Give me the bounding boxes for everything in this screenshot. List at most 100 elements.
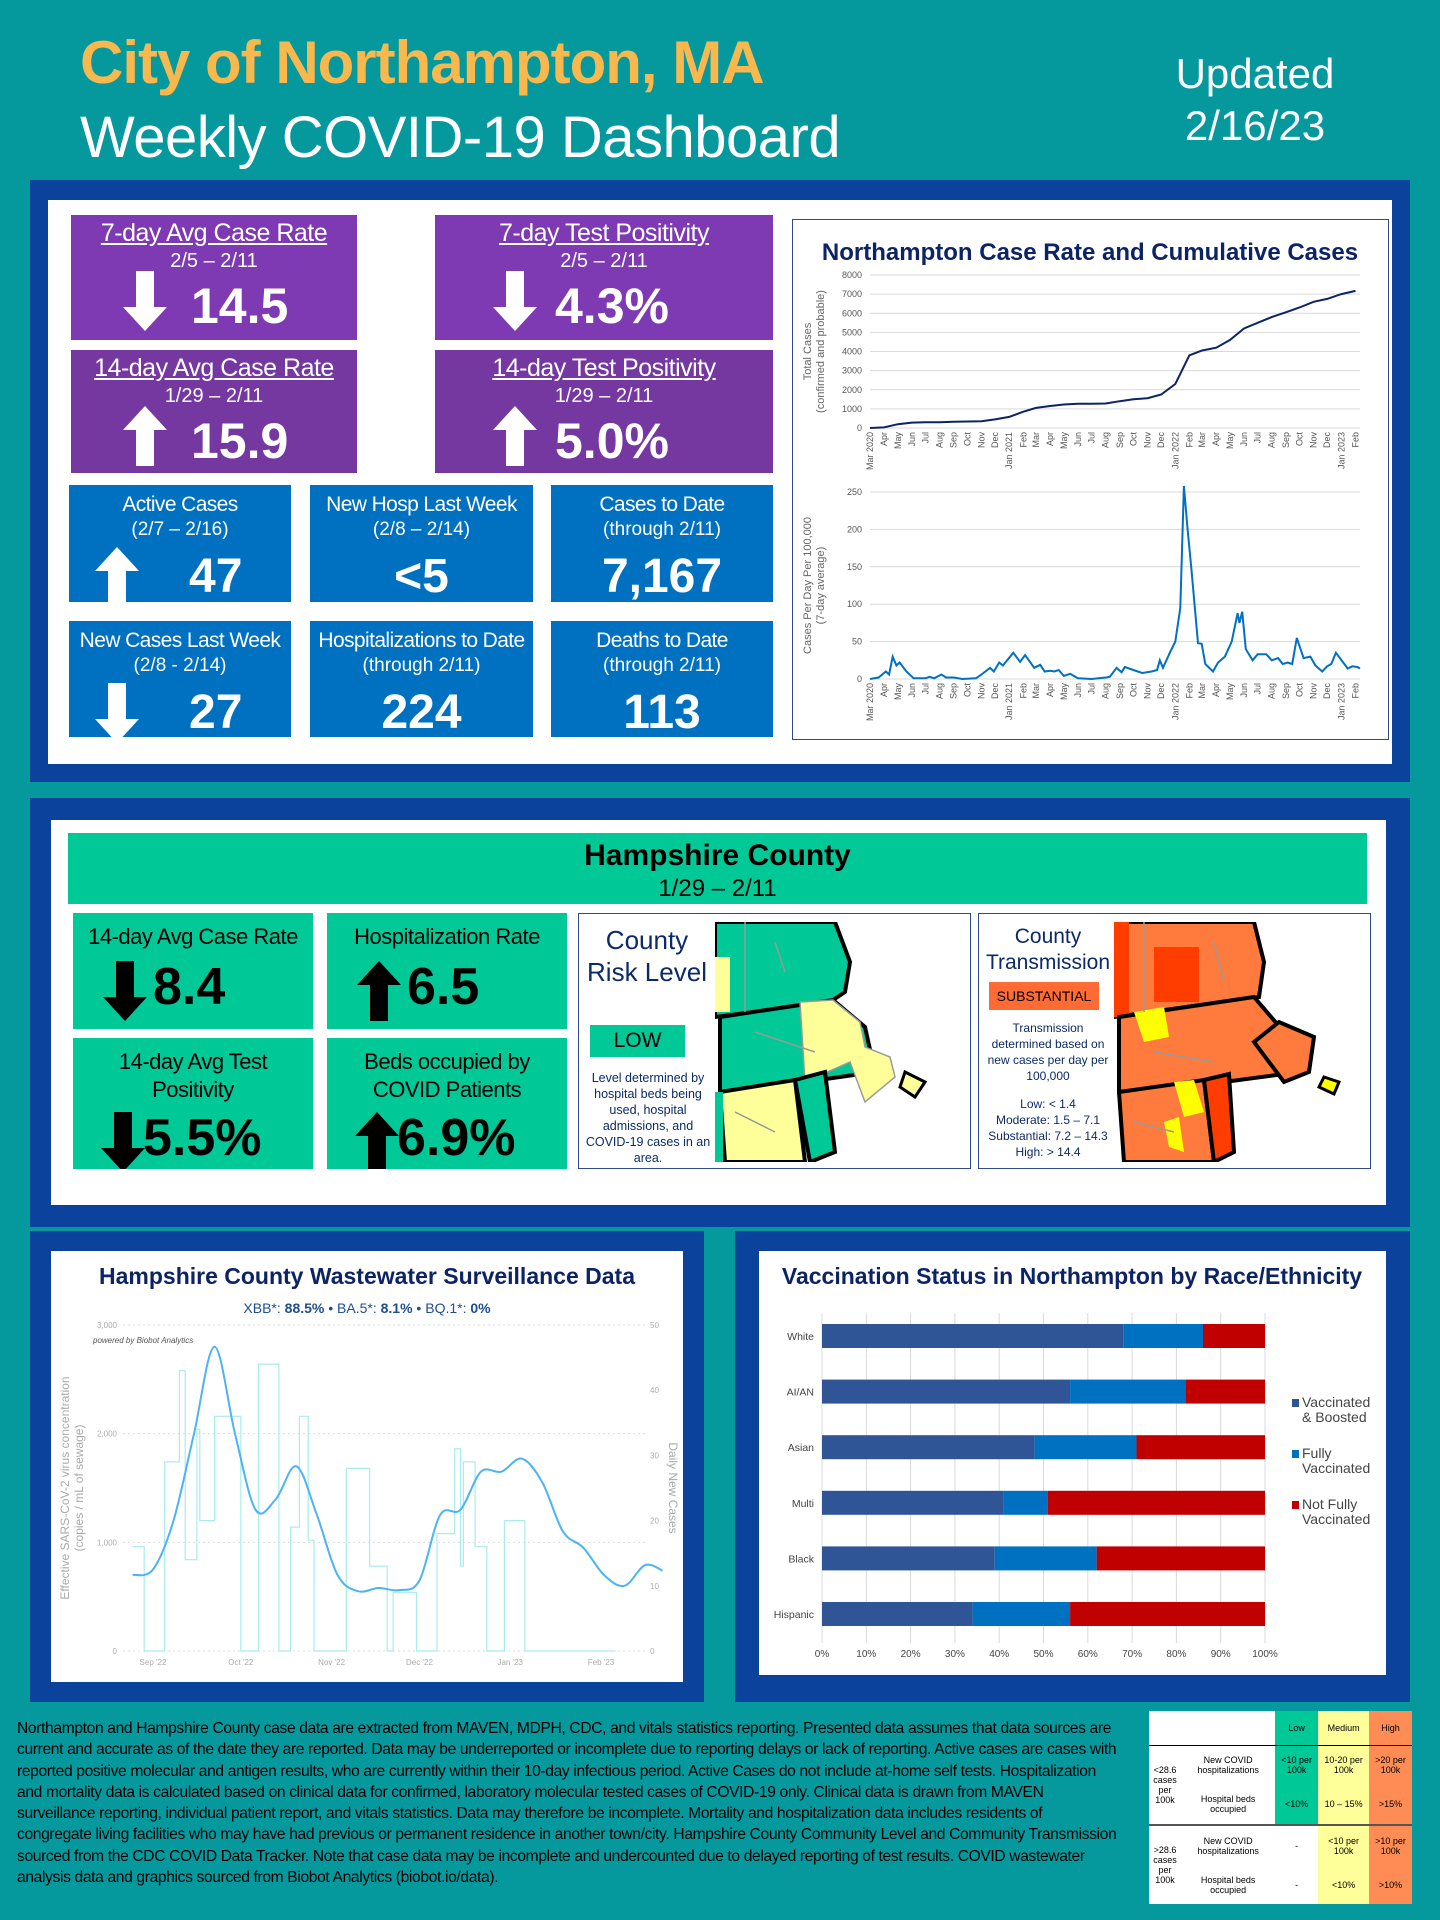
card-title: Active Cases bbox=[122, 493, 238, 516]
y2-axis-label: Daily New Cases bbox=[666, 1442, 680, 1533]
bar-segment bbox=[1185, 1379, 1265, 1404]
x-tick-label: May bbox=[1225, 683, 1235, 701]
x-tick-label: Apr bbox=[1211, 683, 1221, 697]
card-dates: (2/7 – 2/16) bbox=[131, 519, 229, 540]
city-card-4: Active Cases (2/7 – 2/16) 47 bbox=[69, 485, 291, 602]
x-tick-label: Apr bbox=[1211, 432, 1221, 446]
x-tick-label: May bbox=[1059, 683, 1069, 701]
y-tick-label: 6000 bbox=[842, 308, 862, 318]
legend-swatch bbox=[1292, 1450, 1299, 1458]
x-tick-label: Dec bbox=[1322, 683, 1332, 700]
bar-segment bbox=[822, 1490, 1004, 1515]
card-dates: 2/5 – 2/11 bbox=[170, 250, 258, 272]
x-tick-label: Dec bbox=[1156, 683, 1166, 700]
arrow-up-icon bbox=[355, 1112, 399, 1169]
x-tick-label: Jul bbox=[921, 683, 931, 695]
x-tick-label: Apr bbox=[1045, 432, 1055, 446]
county-card-2: 14-day Avg Test Positivity 5.5% bbox=[73, 1038, 313, 1169]
transmission-title: County Transmission bbox=[985, 925, 1111, 974]
x-tick-label: Oct '22 bbox=[228, 1658, 254, 1667]
city-card-7: New Cases Last Week (2/8 - 2/14) 27 bbox=[69, 621, 291, 737]
case-rate-chart-svg: Northampton Case Rate and Cumulative Cas… bbox=[802, 239, 1361, 721]
card-value: 4.3% bbox=[555, 278, 669, 334]
bar-segment bbox=[822, 1379, 1071, 1404]
county-card-0: 14-day Avg Case Rate 8.4 bbox=[73, 913, 313, 1029]
arrow-down-icon bbox=[101, 1112, 145, 1169]
county-title: Hampshire County bbox=[584, 839, 851, 872]
bar-segment bbox=[1070, 1602, 1265, 1626]
category-label: AI/AN bbox=[787, 1387, 814, 1399]
x-tick-label: Jan 2021 bbox=[1004, 432, 1014, 469]
x-tick-label: Sep bbox=[1115, 683, 1125, 699]
x-tick-label: Sep bbox=[1115, 432, 1125, 448]
y-axis-label: Effective SARS-CoV-2 virus concentration bbox=[58, 1376, 72, 1599]
x-tick-label: Nov '22 bbox=[318, 1658, 345, 1667]
county-risk-map bbox=[715, 922, 953, 1162]
county-transmission-panel: County Transmission SUBSTANTIAL Transmis… bbox=[978, 913, 1371, 1169]
risk-title: County Risk Level bbox=[587, 925, 707, 987]
legend-label: & Boosted bbox=[1302, 1409, 1367, 1425]
card-title: 14-day Avg Case Rate bbox=[94, 354, 334, 382]
y-tick-label: 200 bbox=[847, 524, 862, 534]
legend-swatch bbox=[1292, 1399, 1299, 1407]
x-tick-label: Aug bbox=[1101, 432, 1111, 448]
y2-tick-label: 10 bbox=[650, 1582, 659, 1591]
card-dates: 2/5 – 2/11 bbox=[560, 250, 648, 272]
x-tick-label: 80% bbox=[1166, 1649, 1186, 1660]
x-tick-label: Oct bbox=[962, 683, 972, 698]
x-tick-label: Mar bbox=[1197, 432, 1207, 448]
x-tick-label: Nov bbox=[976, 432, 986, 449]
arrow-up-icon bbox=[123, 406, 167, 466]
x-tick-label: Jan '23 bbox=[497, 1658, 523, 1667]
bar-segment bbox=[1096, 1546, 1265, 1571]
x-tick-label: Feb bbox=[1184, 683, 1194, 699]
x-tick-label: Jan 2023 bbox=[1336, 683, 1346, 720]
card-title: New Cases Last Week bbox=[79, 629, 281, 652]
y-tick-label: 2000 bbox=[842, 385, 862, 395]
arrow-down-icon bbox=[103, 961, 147, 1021]
risk-level-badge: LOW bbox=[590, 1025, 685, 1057]
x-tick-label: Aug bbox=[1267, 432, 1277, 448]
case-rate-chart: Northampton Case Rate and Cumulative Cas… bbox=[792, 219, 1389, 740]
city-card-5: New Hosp Last Week (2/8 – 2/14) <5 bbox=[310, 485, 533, 602]
y2-tick-label: 20 bbox=[650, 1517, 659, 1526]
county-dates: 1/29 – 2/11 bbox=[658, 875, 777, 902]
cdc-community-level-table: Low Medium High <28.6 cases per 100k New… bbox=[1149, 1711, 1412, 1904]
x-tick-label: Apr bbox=[1045, 683, 1055, 697]
card-title: 7-day Test Positivity bbox=[499, 219, 709, 247]
y-axis-label: (7-day average) bbox=[815, 547, 827, 625]
x-tick-label: Jan 2022 bbox=[1170, 432, 1180, 469]
bar-segment bbox=[822, 1435, 1035, 1460]
category-label: Hispanic bbox=[774, 1609, 814, 1621]
x-tick-label: 40% bbox=[989, 1649, 1009, 1660]
city-card-6: Cases to Date (through 2/11) 7,167 bbox=[551, 485, 773, 602]
x-tick-label: 90% bbox=[1211, 1649, 1231, 1660]
credit-label: powered by Biobot Analytics bbox=[92, 1336, 193, 1345]
x-tick-label: Feb bbox=[1350, 683, 1360, 699]
bar-segment bbox=[822, 1324, 1124, 1348]
x-tick-label: Oct bbox=[1128, 683, 1138, 698]
y-tick-label: 5000 bbox=[842, 327, 862, 337]
x-tick-label: Jun bbox=[1073, 432, 1083, 447]
series-line bbox=[869, 289, 1356, 429]
card-title: 7-day Avg Case Rate bbox=[100, 219, 328, 247]
y-tick-label: 8000 bbox=[842, 270, 862, 280]
y-tick-label: 100 bbox=[847, 599, 862, 609]
x-tick-label: Jul bbox=[921, 432, 931, 444]
x-tick-label: Dec bbox=[990, 683, 1000, 700]
x-tick-label: Feb bbox=[1350, 432, 1360, 448]
transmission-thresholds: Low: < 1.4 Moderate: 1.5 – 7.1 Substanti… bbox=[988, 1097, 1108, 1159]
x-tick-label: May bbox=[893, 432, 903, 450]
x-tick-label: Oct bbox=[1128, 432, 1138, 447]
arrow-up-icon bbox=[357, 961, 401, 1021]
county-risk-panel: County Risk Level LOW Level determined b… bbox=[578, 913, 971, 1169]
county-header: Hampshire County 1/29 – 2/11 bbox=[68, 833, 1367, 904]
card-value: 6.5 bbox=[407, 958, 480, 1016]
x-tick-label: 10% bbox=[856, 1649, 876, 1660]
dashboard-title: Weekly COVID-19 Dashboard bbox=[80, 105, 841, 170]
y-axis-label: (confirmed and probable) bbox=[815, 290, 827, 413]
x-tick-label: Aug bbox=[935, 683, 945, 699]
card-value: 5.5% bbox=[143, 1109, 262, 1167]
legend-label: Not Fully bbox=[1302, 1496, 1357, 1512]
card-value: 47 bbox=[189, 550, 243, 602]
